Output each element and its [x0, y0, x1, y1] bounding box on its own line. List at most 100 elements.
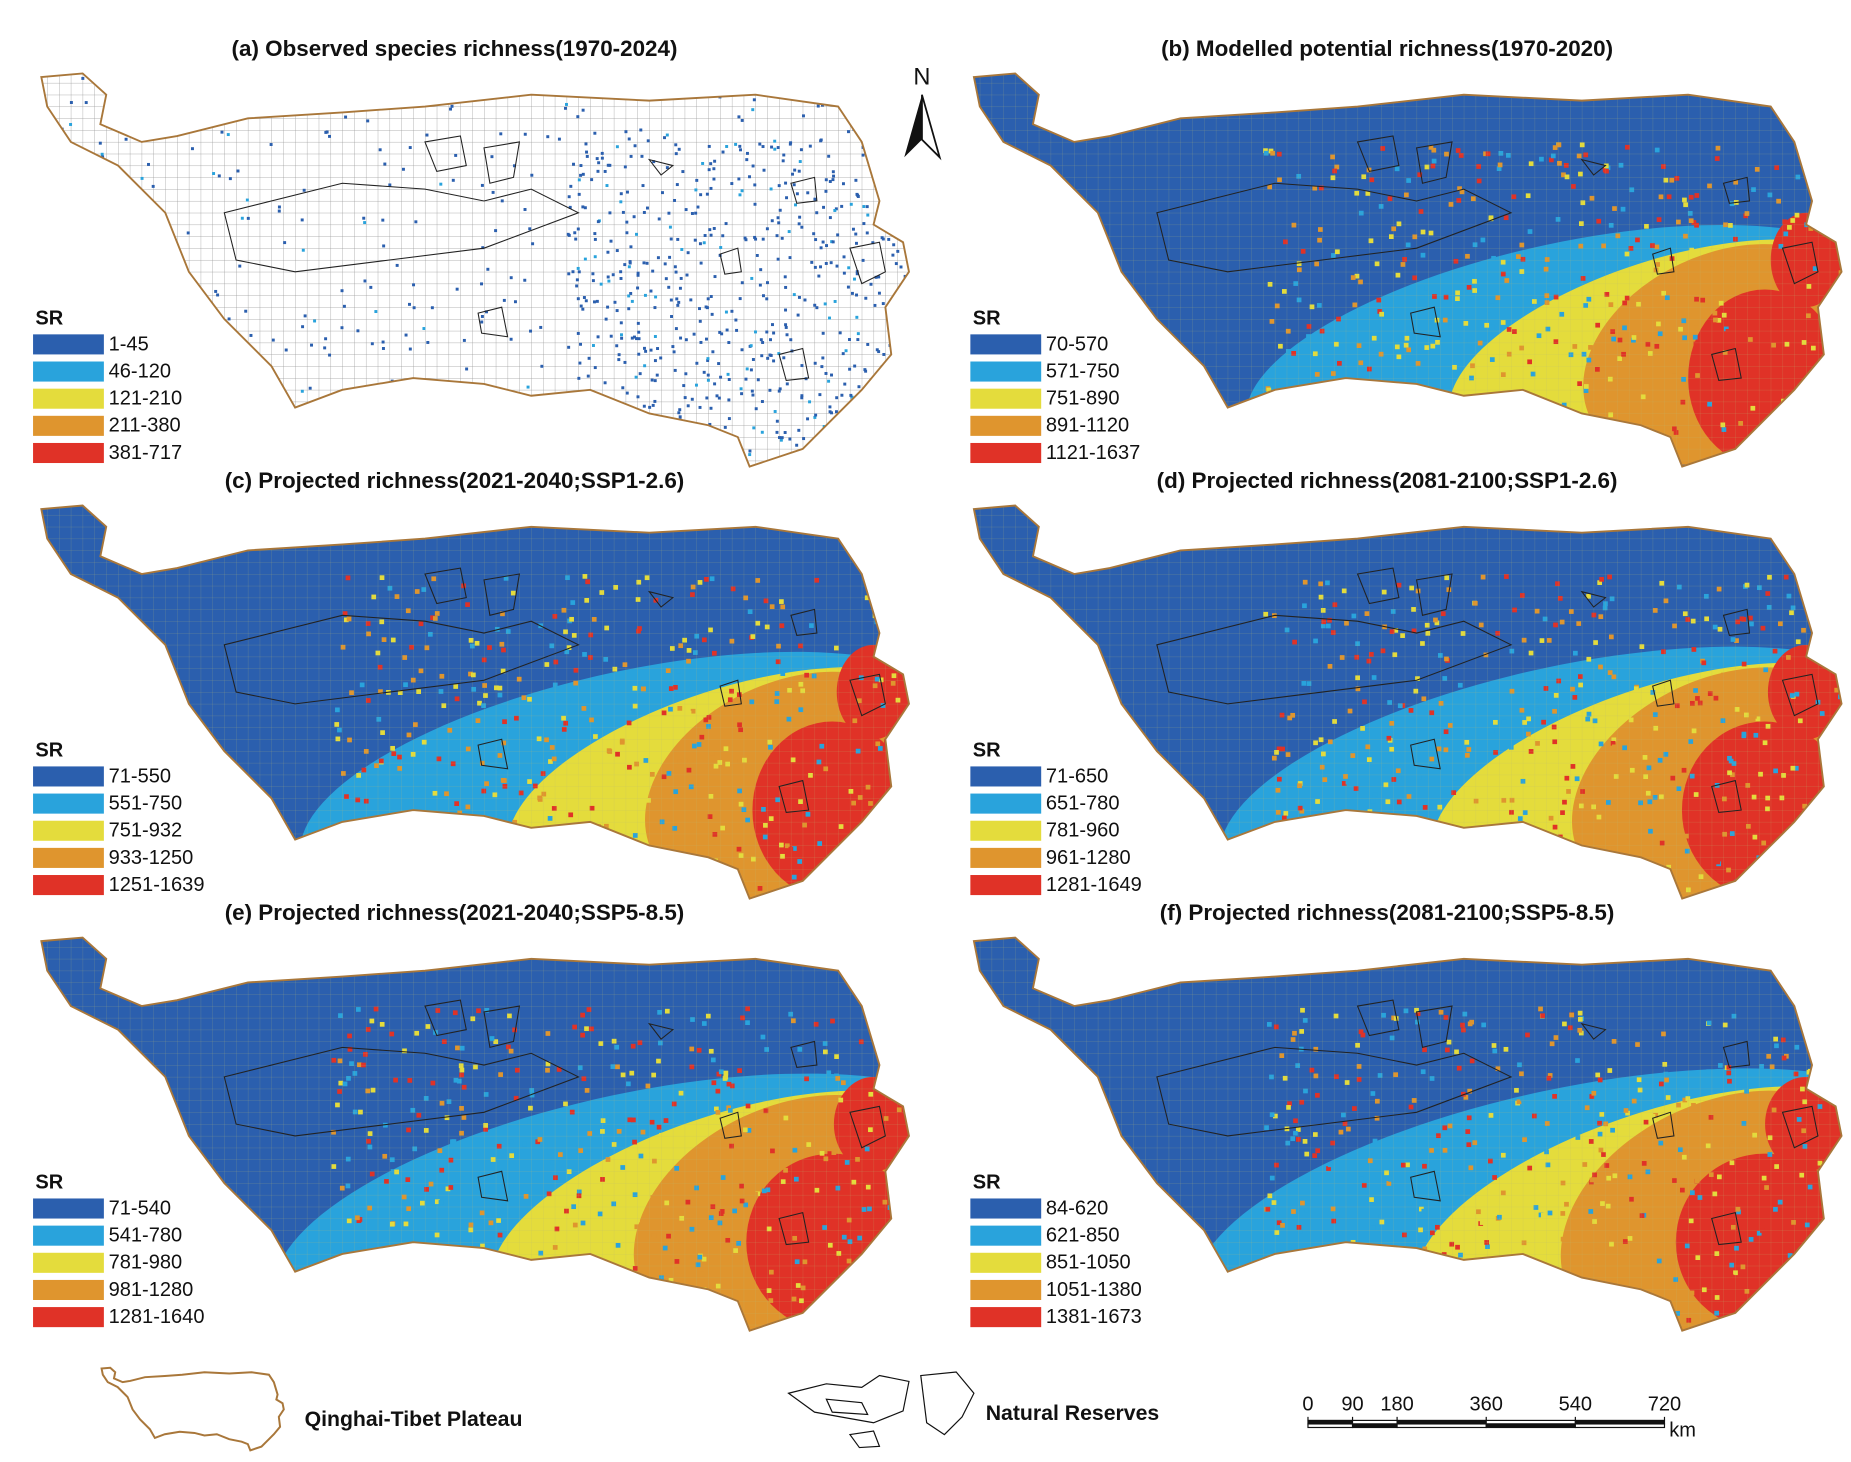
reserve-outline	[1410, 738, 1441, 770]
occurrence-point	[540, 364, 544, 368]
occurrence-point	[813, 197, 817, 201]
occurrence-point	[480, 282, 483, 286]
occurrence-point	[784, 308, 788, 312]
richness-cell	[1617, 431, 1622, 436]
occurrence-point	[600, 156, 604, 160]
occurrence-point	[785, 382, 789, 386]
occurrence-point	[236, 342, 240, 346]
richness-cell	[719, 891, 725, 897]
occurrence-point	[490, 155, 494, 159]
richness-cell	[859, 1268, 864, 1274]
occurrence-point	[780, 436, 784, 440]
occurrence-point	[649, 289, 653, 293]
occurrence-point	[269, 143, 273, 146]
occurrence-point	[796, 313, 800, 317]
occurrence-point	[721, 150, 725, 154]
occurrence-point	[877, 350, 881, 354]
occurrence-point	[814, 413, 818, 417]
reserve-outline	[1711, 779, 1742, 814]
occurrence-point	[624, 130, 628, 134]
occurrence-point	[610, 408, 614, 412]
richness-cell	[842, 1308, 847, 1314]
occurrence-point	[759, 268, 763, 272]
occurrence-point	[798, 215, 802, 219]
richness-cell	[419, 839, 425, 844]
reserve-outline	[647, 590, 675, 608]
richness-cell	[868, 852, 874, 858]
occurrence-point	[331, 417, 335, 421]
richness-cell	[573, 893, 579, 899]
richness-cell	[1444, 871, 1450, 877]
occurrence-point	[668, 225, 672, 229]
richness-cell	[1420, 1300, 1426, 1306]
richness-cell	[829, 1320, 834, 1326]
richness-cell	[1338, 876, 1344, 881]
occurrence-point	[301, 248, 305, 252]
legend-swatch	[33, 1307, 104, 1328]
richness-cell	[1502, 421, 1508, 426]
richness-cell	[814, 1318, 820, 1324]
legend-swatch	[970, 820, 1042, 841]
occurrence-point	[874, 275, 878, 279]
legend-label: 1251-1639	[109, 874, 205, 896]
occurrence-point	[819, 139, 823, 143]
occurrence-point	[670, 315, 674, 318]
richness-cell	[880, 1238, 886, 1244]
richness-cell	[559, 1274, 565, 1280]
occurrence-point	[656, 256, 660, 260]
scale-segment	[1485, 1423, 1576, 1429]
occurrence-point	[695, 178, 699, 182]
reserve-outline	[1415, 1005, 1453, 1049]
richness-cell	[879, 1269, 885, 1274]
richness-cell	[498, 862, 504, 867]
richness-cell	[554, 885, 560, 890]
occurrence-point	[412, 283, 416, 287]
richness-cell	[1788, 1310, 1793, 1315]
occurrence-point	[677, 300, 681, 304]
richness-cell	[1837, 468, 1842, 473]
richness-cell	[1835, 1020, 1841, 1026]
occurrence-point	[289, 458, 293, 462]
richness-cell	[1303, 853, 1309, 858]
occurrence-point	[609, 239, 613, 243]
occurrence-point	[640, 441, 644, 445]
occurrence-point	[671, 345, 675, 349]
richness-cell	[415, 1323, 420, 1329]
legend-title: SR	[973, 307, 1001, 329]
occurrence-point	[590, 178, 594, 182]
occurrence-point	[778, 387, 782, 391]
richness-cell	[529, 1301, 535, 1307]
occurrence-point	[730, 182, 734, 186]
richness-cell	[1838, 888, 1842, 893]
richness-cell	[1837, 1321, 1842, 1327]
occurrence-point	[212, 172, 216, 175]
richness-cell	[658, 1288, 664, 1293]
richness-cell	[1477, 1267, 1482, 1273]
richness-cell	[1796, 861, 1802, 867]
occurrence-point	[812, 232, 816, 236]
richness-cell	[448, 885, 453, 891]
occurrence-point	[368, 80, 372, 84]
legend-label: 851-1050	[1046, 1252, 1131, 1274]
richness-cell	[499, 841, 505, 847]
richness-cell	[1314, 859, 1320, 865]
scale-tick-label: 540	[1559, 1393, 1592, 1415]
richness-cell	[369, 860, 375, 866]
richness-cell	[1384, 1255, 1389, 1260]
reserve-outline	[1356, 135, 1400, 173]
richness-cell	[906, 1172, 909, 1178]
richness-cell	[1406, 1259, 1412, 1265]
occurrence-point	[406, 408, 410, 412]
occurrence-point	[147, 162, 150, 166]
occurrence-point	[861, 153, 865, 157]
occurrence-point	[147, 200, 151, 204]
occurrence-point	[726, 372, 730, 376]
occurrence-point	[625, 231, 629, 235]
occurrence-point	[740, 348, 744, 352]
richness-cell	[671, 1320, 677, 1326]
occurrence-point	[611, 273, 615, 277]
richness-cell	[1481, 462, 1487, 467]
reserve-outline	[1415, 141, 1453, 184]
occurrence-point	[679, 276, 683, 280]
occurrence-point	[571, 393, 575, 397]
